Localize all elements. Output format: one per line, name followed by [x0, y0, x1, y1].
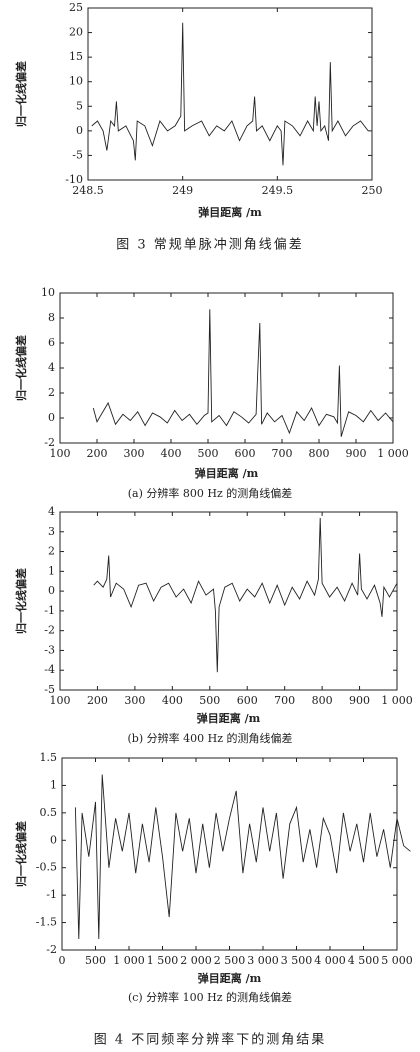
y-tick-label: 1: [48, 564, 55, 577]
plot-frame: [59, 292, 394, 444]
y-tick-label: 10: [41, 286, 55, 299]
chart-caption: 图 3 常规单脉冲测角线偏差: [116, 238, 304, 253]
y-tick-label: 10: [69, 75, 83, 88]
x-tick-label: 1 500: [147, 954, 179, 967]
x-tick-label: 250: [362, 184, 383, 197]
data-line: [93, 517, 398, 673]
x-tick-label: 400: [162, 694, 183, 707]
y-tick-label: 0: [48, 584, 55, 597]
x-tick-label: 4 500: [348, 954, 380, 967]
plot-frame: [59, 511, 398, 691]
y-axis-label: 归一化线偏差: [14, 568, 28, 634]
y-tick-label: 20: [69, 26, 83, 39]
x-tick-label: 700: [272, 447, 293, 460]
x-tick-label: 600: [237, 694, 258, 707]
y-tick-label: 3: [48, 525, 55, 538]
x-tick-label: 800: [312, 694, 333, 707]
x-tick-label: 500: [199, 694, 220, 707]
y-tick-label: -5: [72, 148, 83, 161]
x-tick-label: 900: [349, 694, 370, 707]
y-tick-label: -3: [44, 643, 55, 656]
y-tick-label: 0: [76, 124, 83, 137]
chart-caption: (a) 分辨率 800 Hz 的测角线偏差: [128, 486, 293, 500]
x-tick-label: 200: [87, 694, 108, 707]
x-tick-label: 248.5: [72, 184, 104, 197]
y-tick-label: 2: [48, 386, 55, 399]
y-tick-label: 8: [48, 311, 55, 324]
y-tick-label: 2: [48, 545, 55, 558]
chart-caption: (b) 分辨率 400 Hz 的测角线偏差: [128, 731, 293, 745]
x-axis-label: 弹目距离 /m: [195, 466, 259, 480]
x-tick-label: 500: [198, 447, 219, 460]
y-tick-label: -0.5: [36, 861, 57, 874]
data-line: [91, 22, 369, 166]
y-tick-label: -10: [65, 173, 83, 186]
data-line: [92, 309, 394, 437]
x-tick-label: 249: [172, 184, 193, 197]
x-tick-label: 2 000: [180, 954, 212, 967]
y-tick-label: 25: [69, 1, 83, 14]
y-axis-label: 归一化线偏差: [14, 61, 28, 127]
x-tick-label: 1 000: [377, 447, 409, 460]
x-axis-label: 弹目距离 /m: [198, 205, 262, 219]
x-tick-label: 700: [274, 694, 295, 707]
x-tick-label: 300: [124, 694, 145, 707]
x-tick-label: 1 000: [381, 694, 413, 707]
x-tick-label: 400: [161, 447, 182, 460]
data-line: [74, 774, 411, 940]
x-tick-label: 3 500: [281, 954, 313, 967]
y-axis-label: 归一化线偏差: [14, 335, 28, 401]
chart-caption: (c) 分辨率 100 Hz 的测角线偏差: [128, 990, 292, 1004]
y-tick-label: 4: [48, 361, 55, 374]
plot-frame: [87, 7, 373, 181]
plot-frame: [61, 757, 398, 951]
x-tick-label: 500: [85, 954, 106, 967]
x-tick-label: 0: [59, 954, 66, 967]
x-tick-label: 200: [87, 447, 108, 460]
y-tick-label: -2: [46, 943, 57, 956]
x-tick-label: 4 000: [314, 954, 346, 967]
x-tick-label: 100: [50, 447, 71, 460]
y-axis-label: 归一化线偏差: [14, 821, 28, 887]
y-tick-label: -2: [44, 436, 55, 449]
x-tick-label: 800: [309, 447, 330, 460]
y-tick-label: -4: [44, 663, 55, 676]
x-axis-label: 弹目距离 /m: [197, 711, 261, 725]
x-tick-label: 600: [235, 447, 256, 460]
y-tick-label: -2: [44, 624, 55, 637]
x-tick-label: 249.5: [262, 184, 294, 197]
y-tick-label: 5: [76, 99, 83, 112]
x-axis-label: 弹目距离 /m: [198, 971, 262, 985]
y-tick-label: -1: [44, 604, 55, 617]
x-tick-label: 5 000: [381, 954, 413, 967]
y-tick-label: 0: [48, 411, 55, 424]
y-tick-label: 0.5: [40, 806, 58, 819]
x-tick-label: 2 500: [214, 954, 246, 967]
y-tick-label: 1: [50, 778, 57, 791]
y-tick-label: -1.5: [36, 916, 57, 929]
x-tick-label: 300: [124, 447, 145, 460]
y-tick-label: 4: [48, 505, 55, 518]
y-tick-label: 6: [48, 336, 55, 349]
y-tick-label: 15: [69, 50, 83, 63]
figure-caption: 图 4 不同频率分辨率下的测角结果: [94, 1032, 327, 1048]
y-tick-label: 1.5: [40, 751, 58, 764]
y-tick-label: 0: [50, 833, 57, 846]
x-tick-label: 1 000: [113, 954, 145, 967]
y-tick-label: -5: [44, 683, 55, 696]
x-tick-label: 100: [50, 694, 71, 707]
x-tick-label: 900: [346, 447, 367, 460]
x-tick-label: 3 000: [247, 954, 279, 967]
y-tick-label: -1: [46, 888, 57, 901]
